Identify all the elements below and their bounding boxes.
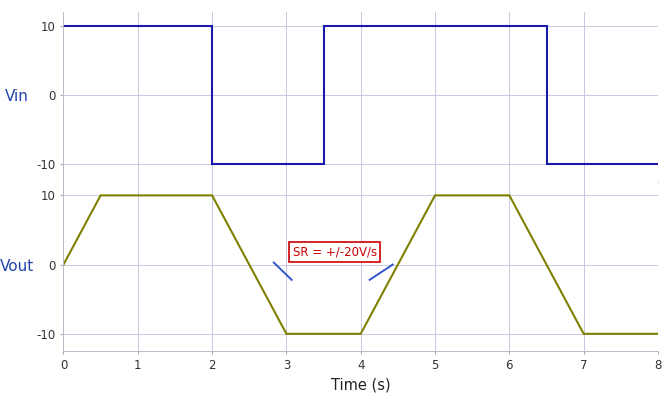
X-axis label: Time (s): Time (s) xyxy=(331,377,391,392)
Y-axis label: Vin: Vin xyxy=(5,89,29,104)
Text: SR = +/-20V/s: SR = +/-20V/s xyxy=(293,246,377,259)
Y-axis label: Vout: Vout xyxy=(0,259,34,274)
